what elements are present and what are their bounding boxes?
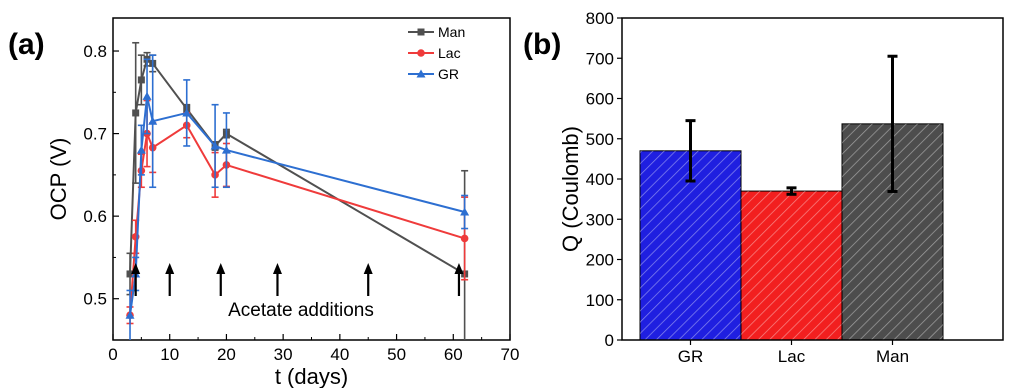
bar-man [841,54,944,341]
panel-a-label: (a) [8,28,45,61]
plot-a-x-ticks: 0 10 20 30 40 50 60 70 [108,334,519,364]
legend-label: Lac [438,45,461,61]
x-tick-label: Lac [778,347,806,366]
y-tick-label: 0 [605,331,614,350]
y-tick-label: 100 [586,291,614,310]
data-point-triangle [148,116,158,125]
plot-b-bars [639,54,944,341]
plot-b-y-ticks: 0 100 200 300 400 500 600 700 800 [586,9,622,350]
x-tick-label: 20 [217,345,236,364]
bar-hatch [741,191,842,340]
legend-item-lac: Lac [408,45,461,61]
y-tick-label: 400 [586,170,614,189]
data-point-triangle [142,91,152,100]
acetate-arrow-head [272,263,282,274]
legend-label: GR [438,66,459,82]
y-tick-label: 200 [586,251,614,270]
bar-lac [740,186,843,341]
y-tick-label: 600 [586,90,614,109]
data-point-square [126,270,134,278]
data-point-circle [460,234,469,243]
acetate-arrow-head [131,263,141,274]
panel-b-bar-chart: (b) GR Lac Man 0 100 200 300 400 500 600 700 800 Q… [523,9,1004,366]
x-tick-label: 10 [160,345,179,364]
data-point-triangle [136,145,146,154]
acetate-additions-annotation: Acetate additions [228,300,374,321]
acetate-arrows [131,263,464,296]
y-tick-label: 700 [586,49,614,68]
y-tick-label: 0.7 [83,125,107,144]
data-point-triangle [460,207,470,216]
acetate-arrow-head [454,263,464,274]
series-line [129,123,465,316]
legend-item-gr: GR [408,66,459,82]
panel-a-line-chart: (a) 0 10 20 30 40 50 60 70 0.5 0.6 0.7 0.8 t (days… [8,17,519,388]
acetate-arrow-head [216,263,226,274]
plot-a-series-group [125,41,470,340]
plot-a-x-axis-label: t (days) [275,364,348,388]
data-point-square [137,76,145,84]
series-lac [126,99,469,325]
legend-item-man: Man [408,24,465,40]
x-tick-label: GR [678,347,704,366]
acetate-arrow-head [363,263,373,274]
data-point-triangle [125,310,135,319]
acetate-arrow-head [165,263,175,274]
y-tick-label: 500 [586,130,614,149]
x-tick-label: Man [876,347,909,366]
plot-a-y-axis-label: OCP (V) [46,138,71,221]
plot-a-legend: Man Lac GR [408,24,465,82]
x-tick-label: 60 [444,345,463,364]
plot-b-y-axis-label: Q (Coulomb) [558,126,583,252]
data-point-square [132,109,140,117]
x-tick-label: 40 [330,345,349,364]
x-tick-label: 0 [108,345,117,364]
data-point-square [417,28,425,36]
data-point-triangle [210,141,220,150]
x-tick-label: 70 [501,345,520,364]
data-point-triangle [416,69,426,78]
series-gr [125,54,470,340]
y-tick-label: 0.6 [83,207,107,226]
plot-a-y-ticks: 0.5 0.6 0.7 0.8 [83,42,119,309]
y-tick-label: 800 [586,9,614,28]
y-tick-label: 0.8 [83,42,107,61]
x-tick-label: 30 [274,345,293,364]
data-point-circle [417,49,425,57]
series-man [126,41,469,340]
y-tick-label: 0.5 [83,290,107,309]
plot-b-x-ticks: GR Lac Man [678,340,909,366]
panel-b-label: (b) [523,28,561,61]
data-point-triangle [221,145,231,154]
data-point-triangle [182,108,192,117]
legend-label: Man [438,24,465,40]
x-tick-label: 50 [387,345,406,364]
series-line [129,57,466,275]
y-tick-label: 300 [586,210,614,229]
bar-gr [639,119,742,341]
